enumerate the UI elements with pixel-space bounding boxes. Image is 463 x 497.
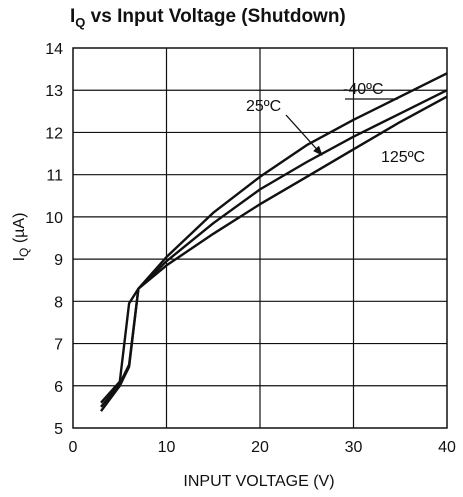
y-tick-label: 9 xyxy=(54,252,63,269)
x-axis-label: INPUT VOLTAGE (V) xyxy=(183,473,334,490)
series-line-0 xyxy=(100,72,448,404)
y-tick-label: 5 xyxy=(54,421,63,438)
y-axis-label: IQ (µA) xyxy=(11,213,31,262)
label-minus40c: -40ºC xyxy=(343,81,384,98)
series-line-1 xyxy=(100,89,448,408)
y-tick-label: 11 xyxy=(46,168,63,185)
y-tick-label: 13 xyxy=(45,83,63,100)
label-125c: 125ºC xyxy=(381,149,425,166)
x-tick-label: 0 xyxy=(69,439,78,456)
arrow-25c xyxy=(285,114,323,156)
grid xyxy=(73,48,447,428)
y-tick-label: 12 xyxy=(45,125,63,142)
chart-title-rest: vs Input Voltage (Shutdown) xyxy=(85,6,345,27)
y-tick-label: 6 xyxy=(54,379,63,396)
x-tick-label: 40 xyxy=(438,439,456,456)
y-tick-label: 10 xyxy=(45,210,63,227)
series-lines xyxy=(100,72,448,412)
tick-labels: 0 10 20 30 40 5 6 7 8 9 10 11 12 13 14 xyxy=(45,41,456,456)
y-tick-label: 14 xyxy=(45,41,63,58)
y-axis-label-subscript: Q xyxy=(17,248,31,257)
chart-title-subscript: Q xyxy=(75,15,85,30)
label-25c: 25ºC xyxy=(246,98,281,115)
y-axis-label-main: I xyxy=(11,257,28,261)
x-tick-label: 30 xyxy=(345,439,363,456)
chart-title: IQ vs Input Voltage (Shutdown) xyxy=(70,6,346,30)
y-axis-label-rest: (µA) xyxy=(11,213,28,248)
plot-frame xyxy=(72,47,448,429)
x-tick-label: 20 xyxy=(251,439,269,456)
y-tick-label: 7 xyxy=(54,337,63,354)
y-tick-label: 8 xyxy=(54,294,63,311)
series-line-2 xyxy=(100,95,448,412)
x-tick-label: 10 xyxy=(158,439,176,456)
chart-title-main: I xyxy=(70,6,75,27)
